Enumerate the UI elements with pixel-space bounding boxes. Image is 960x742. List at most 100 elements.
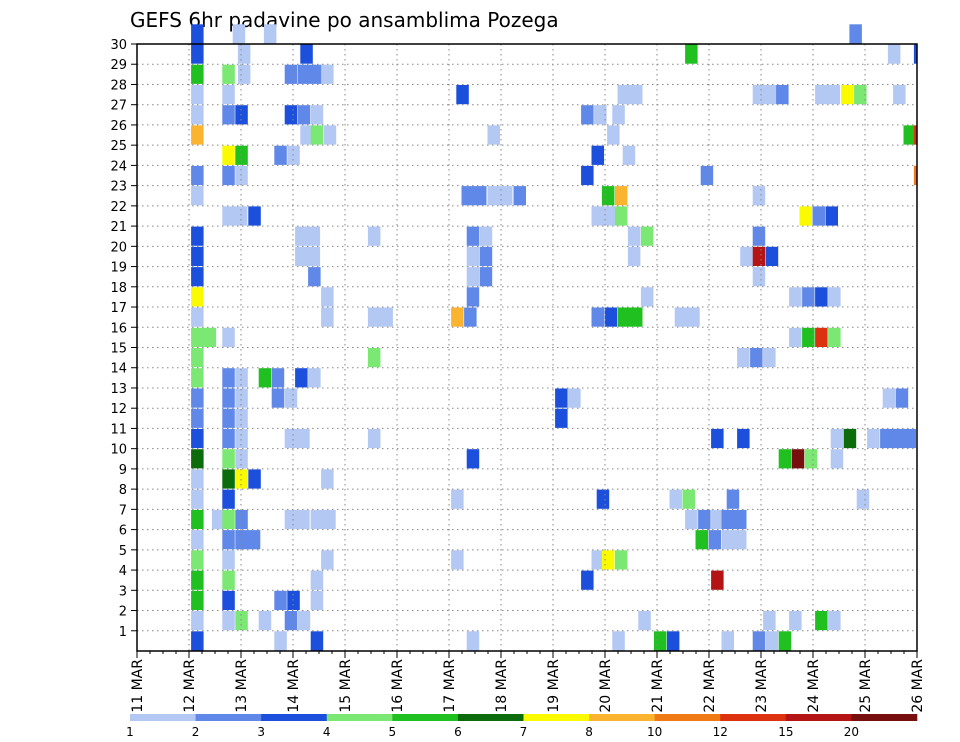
grid-lines xyxy=(137,44,917,651)
heatmap-cell xyxy=(698,509,711,530)
heatmap-cell xyxy=(295,246,321,266)
heatmap-cell xyxy=(235,145,248,165)
heatmap-cell xyxy=(802,327,815,347)
heatmap-cell xyxy=(237,64,251,84)
heatmap-cell xyxy=(765,631,779,651)
heatmap-cell xyxy=(903,125,916,145)
legend-label: 1 xyxy=(126,725,134,739)
heatmap-cell xyxy=(653,631,667,651)
x-tick-label: 11 MAR xyxy=(130,659,146,713)
x-tick-label: 23 MAR xyxy=(754,659,770,713)
heatmap-cell xyxy=(776,85,789,105)
heatmap-cell xyxy=(682,489,695,509)
y-tick-label: 5 xyxy=(119,544,127,559)
heatmap-cell xyxy=(274,145,287,165)
heatmap-cell xyxy=(284,105,298,125)
legend-label: 5 xyxy=(389,725,397,739)
heatmap-cell xyxy=(711,570,724,590)
heatmap-cell xyxy=(258,368,272,388)
heatmap-cell xyxy=(789,611,802,631)
x-tick-label: 24 MAR xyxy=(806,659,822,713)
heatmap-cell xyxy=(222,85,235,105)
heatmap-cell xyxy=(367,428,381,449)
heatmap-cell xyxy=(211,509,225,530)
heatmap-cell xyxy=(287,590,300,610)
heatmap-cell xyxy=(191,489,204,509)
heatmap-cell xyxy=(815,611,828,631)
heatmap-cell xyxy=(191,24,204,44)
heatmap-cell xyxy=(789,327,802,347)
x-tick-label: 20 MAR xyxy=(598,659,614,713)
heatmap-cell xyxy=(815,287,828,307)
heatmap-cell xyxy=(479,246,493,266)
heatmap-cell xyxy=(191,226,204,246)
heatmap-cell xyxy=(222,590,235,610)
heatmap-cell xyxy=(617,307,643,327)
heatmap-cell xyxy=(614,550,628,570)
heatmap-cell xyxy=(310,631,324,651)
legend-label: 12 xyxy=(713,725,728,739)
heatmap-cell xyxy=(479,226,493,246)
heatmap-cell xyxy=(763,348,776,368)
heatmap-cell xyxy=(581,570,594,590)
heatmap-cell xyxy=(235,368,248,388)
heatmap-cell xyxy=(591,307,604,327)
x-tick-label: 18 MAR xyxy=(494,659,510,713)
heatmap-cell xyxy=(308,368,321,388)
heatmap-cell xyxy=(856,489,870,509)
heatmap-cell xyxy=(913,44,917,64)
heatmap-cell xyxy=(487,125,500,145)
y-tick-label: 12 xyxy=(110,402,127,417)
heatmap-cell xyxy=(913,125,917,145)
heatmap-cell xyxy=(235,428,248,449)
heatmap-cell xyxy=(321,550,334,570)
heatmap-cell xyxy=(191,64,204,84)
legend-label: 7 xyxy=(520,725,528,739)
heatmap-cell xyxy=(591,550,604,570)
heatmap-cell xyxy=(235,388,248,408)
heatmap-cell xyxy=(708,530,721,550)
legend-swatch xyxy=(523,714,590,721)
heatmap-cell xyxy=(849,24,862,44)
heatmap-cell xyxy=(222,570,235,590)
heatmap-cell xyxy=(581,105,594,125)
y-tick-label: 1 xyxy=(119,625,127,640)
heatmap-cell xyxy=(310,590,324,610)
heatmap-cell xyxy=(487,186,513,206)
heatmap-cell xyxy=(903,428,916,449)
y-tick-label: 15 xyxy=(110,342,127,357)
heatmap-cell xyxy=(191,469,204,489)
heatmap-cell xyxy=(297,611,311,631)
heatmap-cell xyxy=(555,408,568,428)
y-tick-label: 10 xyxy=(110,443,127,458)
y-tick-label: 27 xyxy=(110,99,127,114)
y-tick-label: 20 xyxy=(110,240,127,255)
heatmap-cell xyxy=(321,287,334,307)
heatmap-cell xyxy=(235,530,261,550)
heatmap-cell xyxy=(830,428,844,449)
heatmap-cell xyxy=(812,206,825,226)
heatmap-cell xyxy=(310,125,324,145)
heatmap-cell xyxy=(638,611,651,631)
legend-swatch xyxy=(261,714,328,721)
heatmap-cell xyxy=(752,85,778,105)
heatmap-cell xyxy=(222,408,235,428)
heatmap-cell xyxy=(893,85,906,105)
heatmap-cell xyxy=(284,509,310,530)
heatmap-cell xyxy=(222,469,235,489)
heatmap-cell xyxy=(258,611,272,631)
heatmap-cell xyxy=(695,530,708,550)
heatmap-cell xyxy=(191,509,204,530)
heatmap-cell xyxy=(466,226,480,246)
heatmap-cell xyxy=(825,206,838,226)
heatmap-cell xyxy=(854,85,867,105)
heatmap-cell xyxy=(191,267,204,287)
heatmap-cell xyxy=(274,590,287,610)
legend-label: 4 xyxy=(323,725,331,739)
heatmap-cell xyxy=(669,489,682,509)
heatmap-cell xyxy=(284,64,298,84)
heatmap-cell xyxy=(466,287,480,307)
legend-swatch xyxy=(589,714,655,721)
y-tick-label: 21 xyxy=(110,220,127,235)
heatmap-cell xyxy=(191,530,204,550)
